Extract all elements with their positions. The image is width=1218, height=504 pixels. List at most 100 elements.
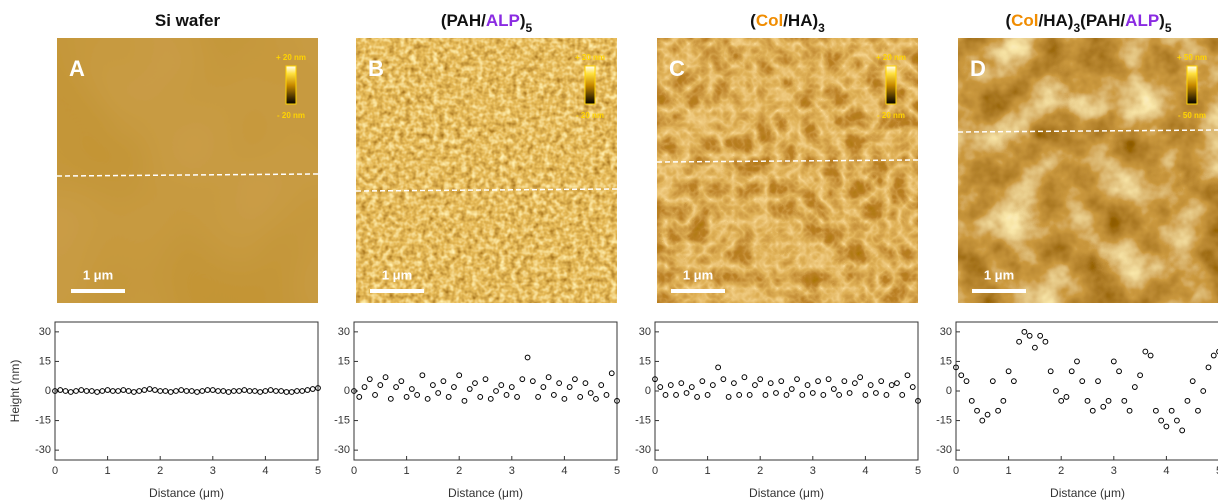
- afm-image: [57, 38, 318, 303]
- scale-bar-label: 1 μm: [83, 267, 113, 282]
- data-point: [283, 389, 290, 395]
- data-point: [194, 389, 200, 395]
- x-tick-label: 2: [1058, 465, 1064, 477]
- data-point: [1195, 407, 1201, 414]
- data-point: [1032, 344, 1038, 351]
- title-part: (PAH/: [1080, 11, 1125, 30]
- data-point: [109, 388, 116, 394]
- data-point: [878, 378, 885, 385]
- data-point: [1147, 352, 1154, 359]
- data-point: [572, 376, 578, 383]
- data-point: [1000, 397, 1007, 404]
- title-part: /HA): [1039, 11, 1074, 30]
- data-point: [508, 384, 515, 390]
- data-point: [382, 374, 389, 381]
- data-point: [883, 392, 890, 398]
- data-point: [593, 395, 599, 402]
- data-point: [652, 376, 658, 383]
- data-point: [173, 388, 179, 394]
- data-point: [762, 392, 769, 398]
- scale-bar-label: 1 μm: [382, 267, 412, 282]
- colorbar-min: - 20 nm: [277, 111, 305, 120]
- colorbar-min: - 50 nm: [1178, 111, 1206, 120]
- colorbar: [285, 65, 297, 105]
- data-point: [1100, 403, 1107, 410]
- colorbar-min: - 20 nm: [576, 111, 604, 120]
- x-tick-label: 1: [705, 465, 711, 477]
- data-point: [577, 394, 584, 400]
- x-axis-label: Distance (μm): [1050, 486, 1125, 500]
- data-point: [57, 387, 64, 393]
- data-point: [715, 364, 722, 371]
- data-point: [550, 392, 557, 398]
- data-point: [451, 384, 457, 390]
- data-point: [746, 392, 753, 398]
- data-point: [477, 394, 484, 400]
- data-point: [963, 378, 970, 385]
- data-point: [1205, 364, 1212, 371]
- data-point: [725, 394, 732, 400]
- x-tick-label: 3: [810, 465, 816, 477]
- x-tick-label: 5: [315, 465, 321, 477]
- data-point: [215, 388, 221, 394]
- data-point: [1179, 427, 1186, 434]
- data-point: [188, 388, 195, 394]
- data-point: [387, 395, 394, 402]
- data-point: [799, 392, 806, 398]
- data-point: [199, 388, 206, 394]
- panel-letter: A: [69, 56, 85, 81]
- x-tick-label: 2: [757, 465, 763, 477]
- data-point: [1200, 388, 1207, 394]
- data-point: [162, 388, 169, 394]
- data-point: [535, 394, 541, 400]
- data-point: [299, 388, 306, 394]
- data-point: [141, 387, 148, 393]
- data-point: [246, 388, 253, 394]
- data-point: [673, 392, 679, 398]
- data-point: [556, 380, 563, 387]
- x-tick-label: 4: [262, 465, 268, 477]
- data-point: [178, 387, 185, 393]
- panel-title: Si wafer: [155, 11, 221, 30]
- plot-frame: [955, 321, 1218, 461]
- data-point: [1074, 358, 1080, 365]
- x-axis-label: Distance (μm): [448, 486, 523, 500]
- x-tick-label: 3: [1111, 465, 1117, 477]
- data-point: [1152, 407, 1159, 414]
- colorbar-min: - 20 nm: [877, 111, 905, 120]
- afm-image: [356, 38, 617, 303]
- title-part: Col: [1011, 11, 1038, 30]
- y-tick-label: -30: [334, 444, 350, 456]
- data-point: [220, 388, 227, 394]
- data-point: [545, 374, 552, 381]
- title-part: 5: [526, 21, 533, 35]
- data-point: [783, 392, 790, 398]
- data-point: [493, 388, 499, 394]
- panel-letter: B: [368, 56, 384, 81]
- data-point: [741, 374, 748, 381]
- data-point: [257, 389, 264, 395]
- plot-frame: [654, 321, 919, 461]
- data-point: [73, 388, 79, 394]
- data-point: [953, 364, 959, 371]
- title-part: ALP: [486, 11, 520, 30]
- data-point: [757, 376, 764, 383]
- y-tick-label: -30: [936, 444, 952, 456]
- data-point: [503, 392, 510, 398]
- data-point: [115, 388, 122, 394]
- x-tick-label: 4: [862, 465, 868, 477]
- data-point: [157, 388, 164, 394]
- data-point: [1189, 378, 1196, 385]
- data-point: [267, 387, 274, 393]
- data-point: [393, 384, 399, 390]
- data-point: [984, 411, 991, 418]
- x-tick-label: 1: [1006, 465, 1012, 477]
- afm-image: [958, 38, 1218, 303]
- data-point: [958, 372, 965, 379]
- data-point: [236, 388, 243, 394]
- data-point: [125, 388, 132, 394]
- x-axis-label: Distance (μm): [149, 486, 224, 500]
- title-part: (: [750, 11, 756, 30]
- data-point: [1010, 378, 1017, 385]
